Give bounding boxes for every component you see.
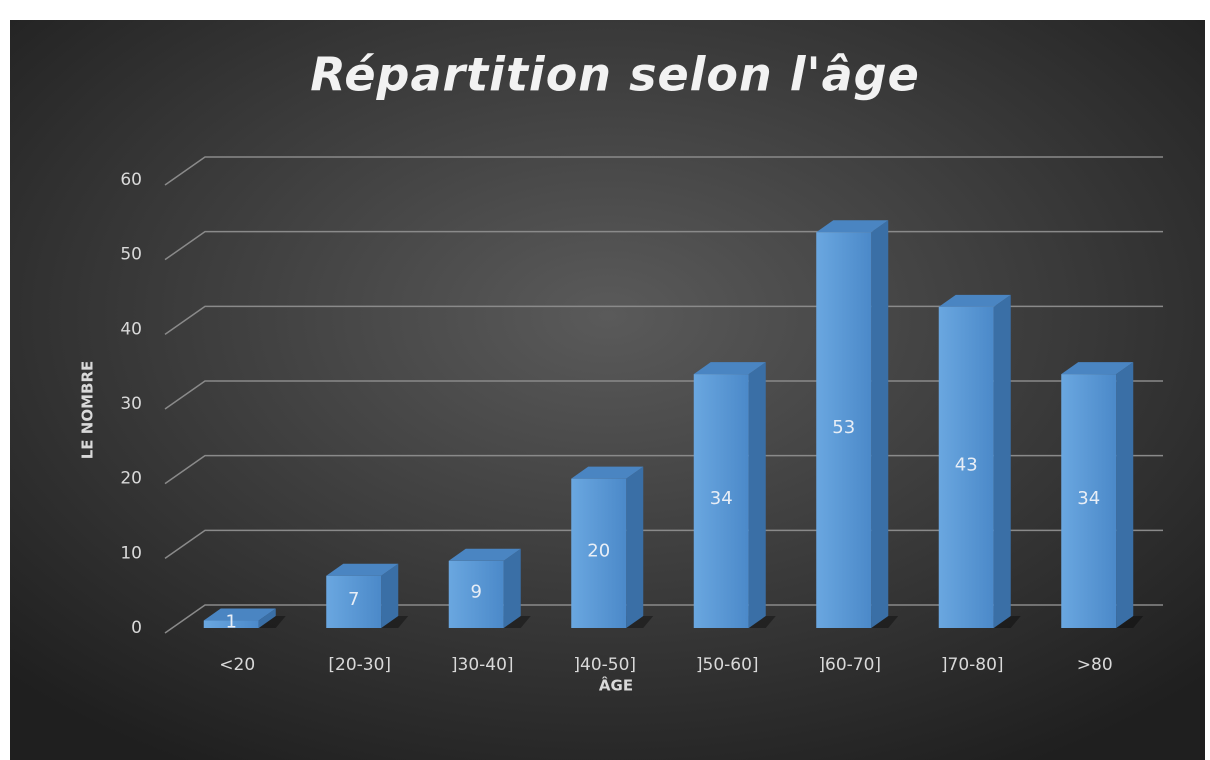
bar bbox=[693, 362, 776, 628]
bar-top bbox=[938, 294, 1011, 307]
chart-title: Répartition selon l'âge bbox=[310, 48, 920, 102]
y-tick-label: 60 bbox=[120, 170, 142, 190]
bar-front bbox=[203, 620, 259, 628]
bar-top bbox=[448, 548, 521, 561]
y-axis-title: LE NOMBRE bbox=[79, 361, 97, 460]
bar-side bbox=[258, 608, 276, 628]
x-tick-label: ]40-50] bbox=[573, 655, 636, 675]
bar-front bbox=[693, 374, 749, 628]
bar-side bbox=[381, 563, 399, 628]
bar-front bbox=[938, 306, 994, 628]
bar-front bbox=[1061, 374, 1117, 628]
bar bbox=[1061, 362, 1144, 628]
bar-top bbox=[326, 563, 399, 576]
y-tick-label: 10 bbox=[120, 543, 142, 563]
bar-front bbox=[326, 575, 382, 628]
data-label: 34 bbox=[1077, 488, 1100, 509]
x-tick-label: ]70-80] bbox=[941, 655, 1004, 675]
x-axis-title: ÂGE bbox=[599, 676, 633, 695]
x-tick-label: >80 bbox=[1077, 655, 1113, 675]
bar-front bbox=[571, 478, 627, 628]
bar-top bbox=[1061, 362, 1134, 375]
bar-side bbox=[748, 362, 766, 628]
x-tick-label: <20 bbox=[219, 655, 255, 675]
data-label: 53 bbox=[832, 417, 855, 438]
bar-side bbox=[1116, 362, 1134, 628]
data-label: 20 bbox=[587, 540, 610, 561]
x-tick-label: ]60-70] bbox=[818, 655, 881, 675]
y-tick-label: 0 bbox=[131, 618, 142, 638]
grid-line bbox=[164, 156, 1163, 186]
data-label: 7 bbox=[348, 589, 359, 610]
y-tick-label: 50 bbox=[120, 245, 142, 265]
data-label: 1 bbox=[226, 611, 237, 632]
bar bbox=[203, 608, 286, 628]
x-tick-label: [20-30] bbox=[328, 655, 391, 675]
data-label: 34 bbox=[710, 488, 733, 509]
chart-background bbox=[10, 20, 1205, 760]
bar bbox=[938, 294, 1021, 628]
bar bbox=[448, 548, 531, 628]
bar-front bbox=[816, 232, 872, 628]
x-tick-label: ]50-60] bbox=[696, 655, 759, 675]
bar-top bbox=[571, 466, 644, 479]
bar bbox=[571, 466, 654, 628]
bar-front bbox=[448, 560, 504, 628]
bar-side bbox=[503, 548, 521, 628]
bar-top bbox=[693, 362, 766, 375]
bar-top bbox=[816, 220, 889, 233]
y-tick-label: 40 bbox=[120, 319, 142, 339]
data-label: 43 bbox=[955, 454, 978, 475]
bar-side bbox=[993, 294, 1011, 628]
bar bbox=[326, 563, 409, 628]
y-tick-label: 20 bbox=[120, 469, 142, 489]
data-label: 9 bbox=[471, 581, 482, 602]
x-tick-label: ]30-40] bbox=[451, 655, 514, 675]
bar-top bbox=[203, 608, 276, 621]
y-tick-label: 30 bbox=[120, 394, 142, 414]
bar bbox=[816, 220, 899, 628]
bar-side bbox=[626, 466, 644, 628]
bar-side bbox=[871, 220, 889, 628]
